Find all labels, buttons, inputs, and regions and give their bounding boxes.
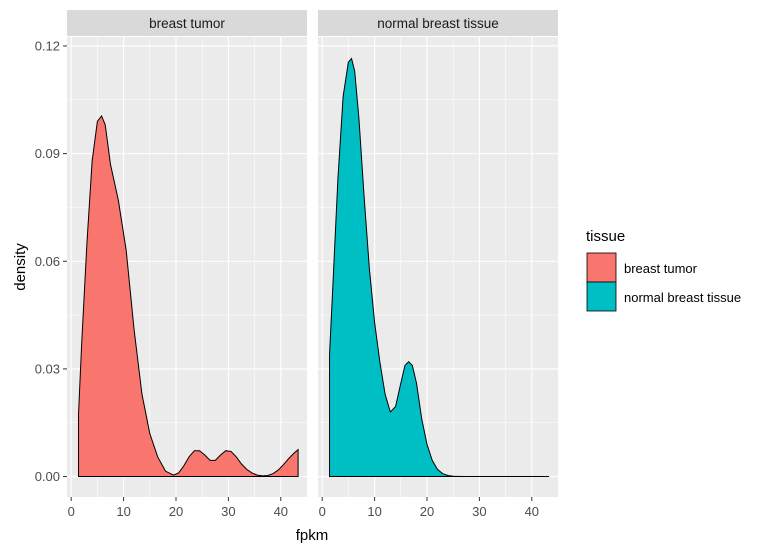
- density-area-breast-tumor: [78, 114, 299, 478]
- strip-label-breast-tumor: breast tumor: [149, 16, 225, 31]
- legend-entry-normal-breast-tissue: normal breast tissue: [586, 281, 741, 312]
- x-tick-label: 20: [420, 504, 434, 519]
- x-tick-label: 20: [169, 504, 183, 519]
- y-axis-title: density: [12, 243, 29, 291]
- x-tick-label: 40: [274, 504, 288, 519]
- y-tick-label: 0.09: [35, 146, 60, 161]
- x-axis-title: fpkm: [296, 527, 329, 544]
- strip-background-breast-tumor: [67, 10, 307, 36]
- legend-key-normal-breast-tissue: [586, 281, 617, 312]
- panel-breast-tumor: breast tumor: [67, 10, 307, 497]
- x-axis-breast-tumor: 0 10 20 30 40: [68, 497, 288, 519]
- x-tick-label: 30: [472, 504, 486, 519]
- y-tick-label: 0.06: [35, 254, 60, 269]
- strip-label-normal-breast-tissue: normal breast tissue: [377, 16, 499, 31]
- x-tick-label: 0: [319, 504, 326, 519]
- legend-key-breast-tumor: [586, 252, 617, 283]
- legend-entry-breast-tumor: breast tumor: [586, 252, 698, 283]
- y-tick-label: 0.03: [35, 361, 60, 376]
- legend-label-breast-tumor: breast tumor: [624, 261, 698, 276]
- legend-label-normal-breast-tissue: normal breast tissue: [624, 290, 741, 305]
- x-axis-normal-breast-tissue: 0 10 20 30 40: [319, 497, 539, 519]
- density-area-normal-breast-tissue: [329, 57, 550, 478]
- panel-normal-breast-tissue: normal breast tissue: [318, 10, 558, 497]
- y-axis: 0.00 0.03 0.06 0.09 0.12: [35, 38, 67, 484]
- x-tick-label: 10: [367, 504, 381, 519]
- x-tick-label: 30: [221, 504, 235, 519]
- x-tick-label: 40: [525, 504, 539, 519]
- legend: tissue breast tumor normal breast tissue: [586, 228, 741, 312]
- x-tick-label: 0: [68, 504, 75, 519]
- y-tick-label: 0.12: [35, 38, 60, 53]
- strip-background-normal-breast-tissue: [318, 10, 558, 36]
- legend-title: tissue: [586, 228, 625, 245]
- x-tick-label: 10: [116, 504, 130, 519]
- y-tick-label: 0.00: [35, 469, 60, 484]
